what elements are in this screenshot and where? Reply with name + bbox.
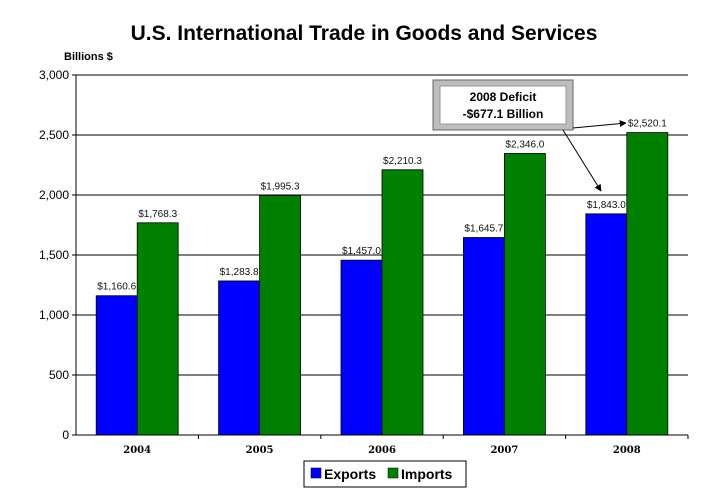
x-tick-label-2006: 2006 (368, 445, 396, 456)
legend-swatch-exports (310, 467, 322, 479)
data-labels: $1,160.6 $1,768.3 $1,283.8 $1,995.3 $1,457.0… (97, 119, 667, 293)
legend-label-exports: Exports (324, 466, 376, 482)
y-tick-label: 2,000 (39, 188, 69, 202)
x-tick-label-2007: 2007 (490, 445, 518, 456)
x-tick-label-2008: 2008 (613, 445, 641, 456)
legend: Exports Imports (303, 460, 467, 488)
legend-box (303, 460, 467, 488)
data-label-exports-2007: $1,645.7 (464, 224, 503, 235)
bar-exports-2007 (462, 237, 505, 436)
bar-exports-2008 (585, 213, 628, 436)
legend-swatch-imports (387, 467, 399, 479)
y-tick-label: 0 (62, 428, 69, 442)
y-tick-label: 500 (49, 368, 69, 382)
callout-arrow-exports (562, 129, 602, 192)
data-label-exports-2004: $1,160.6 (97, 282, 136, 293)
bar-imports-2008 (626, 132, 669, 436)
bar-imports-2005 (259, 195, 302, 436)
callout-line2: -$677.1 Billion (463, 107, 544, 121)
x-axis-ticks: 2004 2005 2006 2007 2008 (123, 435, 689, 456)
bar-exports-2006 (340, 259, 383, 436)
legend-label-imports: Imports (401, 466, 453, 482)
data-label-imports-2005: $1,995.3 (261, 182, 300, 193)
data-label-imports-2006: $2,210.3 (383, 156, 422, 167)
bar-imports-2006 (381, 169, 424, 436)
callout-box-inner (439, 85, 567, 125)
y-tick-label: 1,500 (39, 248, 69, 262)
data-label-exports-2006: $1,457.0 (342, 246, 381, 257)
y-tick-label: 3,000 (39, 68, 69, 82)
callout-line1: 2008 Deficit (470, 90, 537, 104)
data-label-imports-2004: $1,768.3 (138, 209, 177, 220)
bar-imports-2004 (136, 222, 179, 436)
data-label-exports-2005: $1,283.8 (220, 267, 259, 278)
y-tick-label: 2,500 (39, 128, 69, 142)
chart-title: U.S. International Trade in Goods and Se… (131, 22, 598, 45)
bars (95, 132, 669, 436)
y-tick-label: 1,000 (39, 308, 69, 322)
data-label-imports-2007: $2,346.0 (505, 139, 544, 150)
callout-arrow-imports (572, 120, 627, 129)
data-label-imports-2008: $2,520.1 (628, 119, 667, 130)
x-tick-label-2004: 2004 (123, 445, 151, 456)
y-axis-ticks: 0 500 1,000 1,500 2,000 2,500 3,000 (39, 68, 76, 442)
bar-exports-2005 (218, 280, 261, 436)
y-axis-unit-label: Billions $ (64, 51, 113, 63)
deficit-callout: 2008 Deficit -$677.1 Billion (432, 79, 627, 192)
x-tick-label-2005: 2005 (246, 445, 274, 456)
data-label-exports-2008: $1,843.0 (587, 200, 626, 211)
bar-imports-2007 (503, 153, 546, 436)
bar-exports-2004 (95, 295, 138, 436)
